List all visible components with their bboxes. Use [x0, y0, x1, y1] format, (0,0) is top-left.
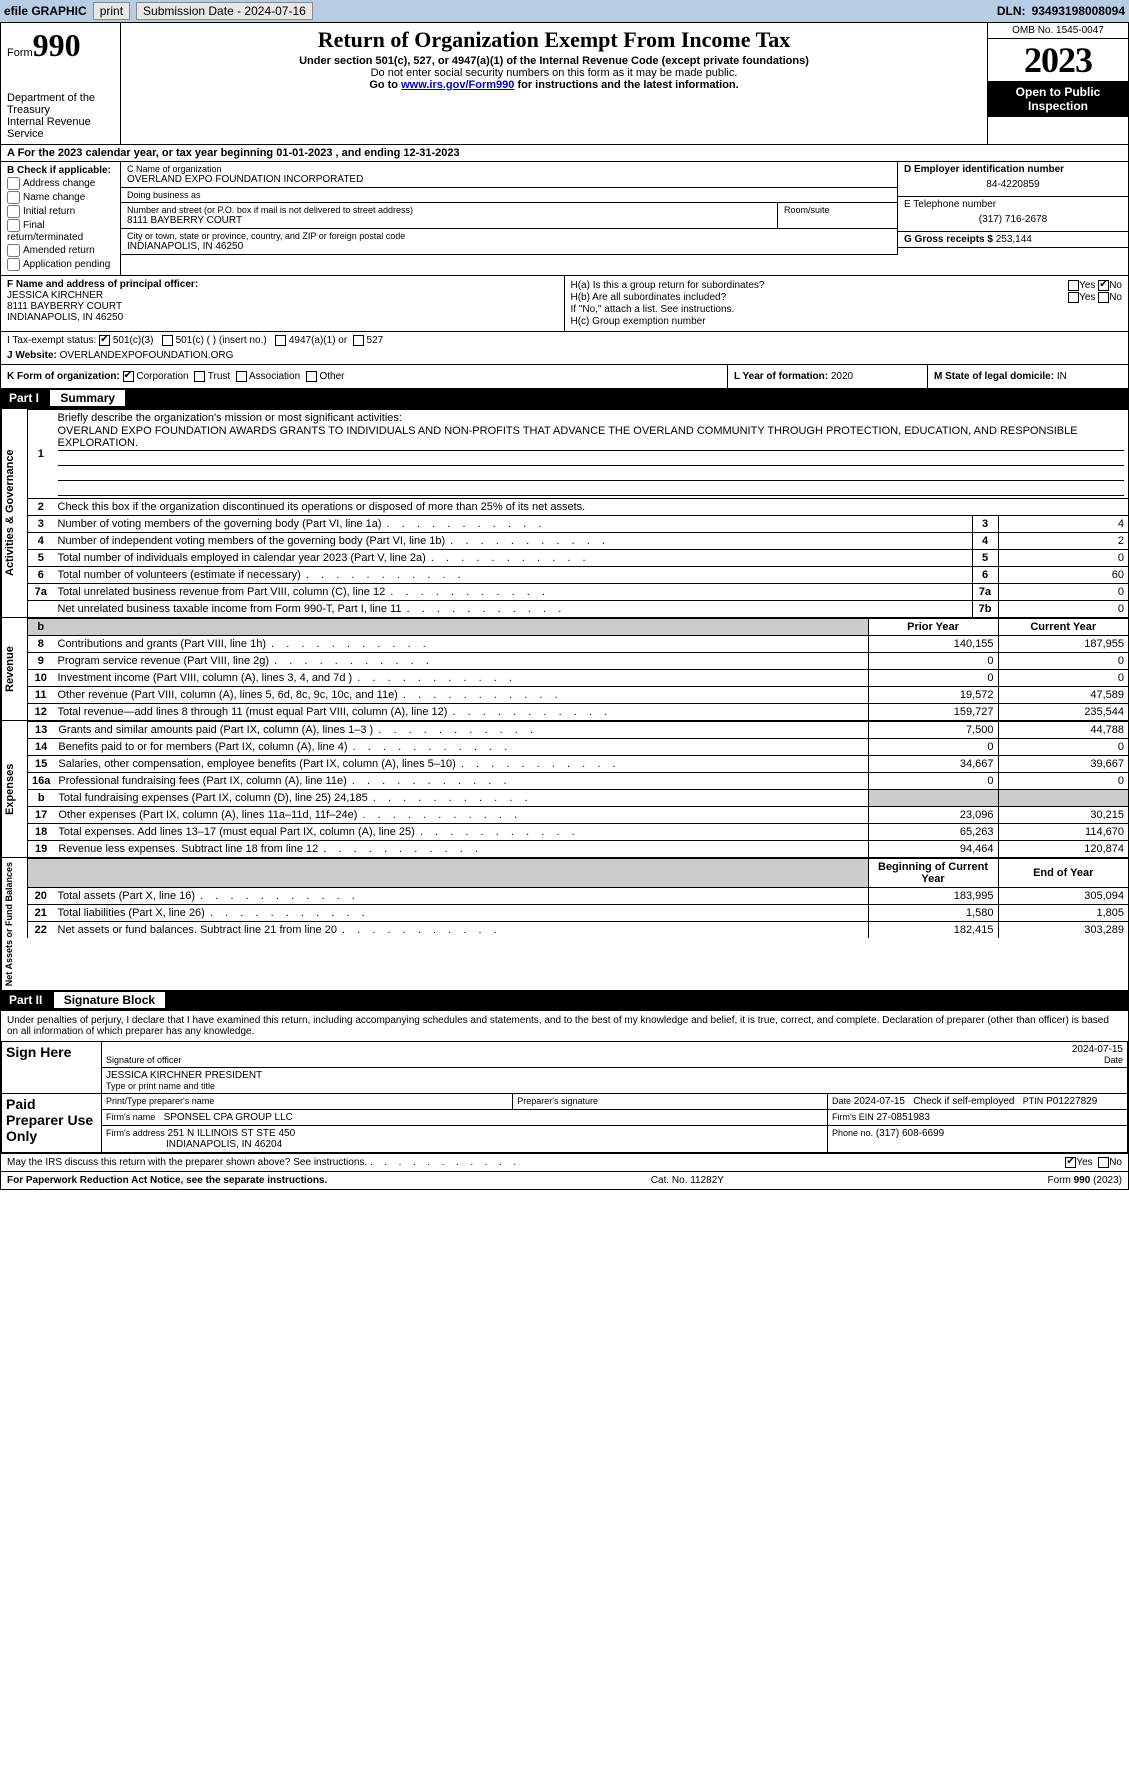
print-button[interactable]: print [93, 2, 130, 20]
submission-date-button[interactable]: Submission Date - 2024-07-16 [136, 2, 313, 20]
table-row: 8Contributions and grants (Part VIII, li… [28, 636, 1129, 653]
table-row: 5Total number of individuals employed in… [28, 550, 1129, 567]
chk-corp[interactable] [123, 371, 134, 382]
chk-name-change[interactable]: Name change [7, 191, 114, 204]
table-row: 11Other revenue (Part VIII, column (A), … [28, 687, 1129, 704]
table-row: 19Revenue less expenses. Subtract line 1… [28, 841, 1129, 858]
section-b: B Check if applicable: Address change Na… [1, 162, 121, 275]
table-row: 7aTotal unrelated business revenue from … [28, 584, 1129, 601]
table-row: 12Total revenue—add lines 8 through 11 (… [28, 704, 1129, 721]
telephone: (317) 716-2678 [904, 210, 1122, 229]
ein: 84-4220859 [904, 175, 1122, 194]
form-990: Form990 Department of the Treasury Inter… [0, 22, 1129, 1190]
efile-label: efile GRAPHIC [4, 4, 87, 18]
omb-number: OMB No. 1545-0047 [988, 23, 1128, 39]
chk-501c3[interactable] [99, 335, 110, 346]
officer-addr1: 8111 BAYBERRY COURT [7, 301, 558, 312]
form-number: 990 [33, 27, 81, 63]
part-2-header: Part II Signature Block [1, 990, 1128, 1010]
footer-mid: Cat. No. 11282Y [651, 1175, 724, 1186]
table-row: 6Total number of volunteers (estimate if… [28, 567, 1129, 584]
table-row: 20Total assets (Part X, line 16)183,9953… [28, 888, 1129, 905]
form-word: Form [7, 47, 33, 59]
chk-amended[interactable]: Amended return [7, 244, 114, 257]
table-row: 16aProfessional fundraising fees (Part I… [28, 773, 1129, 790]
table-row: 3Number of voting members of the governi… [28, 516, 1129, 533]
subtitle-1: Under section 501(c), 527, or 4947(a)(1)… [129, 55, 979, 67]
paid-preparer-label: Paid Preparer Use Only [2, 1094, 102, 1153]
street-address: 8111 BAYBERRY COURT [127, 215, 771, 226]
vlabel-expenses: Expenses [1, 721, 27, 857]
chk-final-return[interactable]: Final return/terminated [7, 219, 114, 243]
chk-discuss-no[interactable] [1098, 1157, 1109, 1168]
table-row: 18Total expenses. Add lines 13–17 (must … [28, 824, 1129, 841]
chk-hb-yes[interactable] [1068, 292, 1079, 303]
form-title: Return of Organization Exempt From Incom… [129, 27, 979, 53]
chk-discuss-yes[interactable] [1065, 1157, 1076, 1168]
chk-ha-no[interactable] [1098, 280, 1109, 291]
gross-receipts: 253,144 [996, 234, 1032, 245]
table-row: bTotal fundraising expenses (Part IX, co… [28, 790, 1129, 807]
table-row: 22Net assets or fund balances. Subtract … [28, 922, 1129, 939]
city-state-zip: INDIANAPOLIS, IN 46250 [127, 241, 891, 252]
vlabel-revenue: Revenue [1, 618, 27, 720]
row-a-tax-year: A For the 2023 calendar year, or tax yea… [1, 145, 1128, 162]
table-row: 10Investment income (Part VIII, column (… [28, 670, 1129, 687]
firm-name: SPONSEL CPA GROUP LLC [164, 1112, 293, 1123]
chk-address-change[interactable]: Address change [7, 177, 114, 190]
public-inspection: Open to Public Inspection [988, 81, 1128, 117]
chk-501c[interactable] [162, 335, 173, 346]
website: OVERLANDEXPOFOUNDATION.ORG [60, 350, 234, 361]
chk-app-pending[interactable]: Application pending [7, 258, 114, 271]
part-1-header: Part I Summary [1, 388, 1128, 408]
officer-addr2: INDIANAPOLIS, IN 46250 [7, 312, 558, 323]
table-row: Net unrelated business taxable income fr… [28, 601, 1129, 618]
state-domicile: IN [1057, 371, 1067, 382]
chk-assoc[interactable] [236, 371, 247, 382]
subtitle-2: Do not enter social security numbers on … [129, 67, 979, 79]
table-row: 21Total liabilities (Part X, line 26)1,5… [28, 905, 1129, 922]
table-row: 14Benefits paid to or for members (Part … [28, 739, 1129, 756]
ptin: P01227829 [1046, 1096, 1097, 1107]
footer-left: For Paperwork Reduction Act Notice, see … [7, 1175, 327, 1186]
dln-label: DLN: [997, 4, 1026, 18]
chk-other[interactable] [306, 371, 317, 382]
table-row: 13Grants and similar amounts paid (Part … [28, 722, 1129, 739]
firm-ein: 27-0851983 [877, 1112, 930, 1123]
chk-527[interactable] [353, 335, 364, 346]
dln-value: 93493198008094 [1032, 4, 1125, 18]
top-bar: efile GRAPHIC print Submission Date - 20… [0, 0, 1129, 22]
sign-here-label: Sign Here [2, 1042, 102, 1094]
firm-phone: (317) 608-6699 [876, 1128, 944, 1139]
vlabel-governance: Activities & Governance [1, 409, 27, 617]
chk-hb-no[interactable] [1098, 292, 1109, 303]
irs-link[interactable]: www.irs.gov/Form990 [401, 79, 514, 91]
irs-label: Internal Revenue Service [7, 116, 114, 140]
officer-signature: JESSICA KIRCHNER PRESIDENT [106, 1070, 1123, 1081]
org-name: OVERLAND EXPO FOUNDATION INCORPORATED [127, 174, 891, 185]
year-formation: 2020 [831, 371, 853, 382]
tax-year: 2023 [988, 39, 1128, 81]
firm-addr: 251 N ILLINOIS ST STE 450 [168, 1128, 296, 1139]
table-row: 17Other expenses (Part IX, column (A), l… [28, 807, 1129, 824]
footer-right: Form 990 (2023) [1048, 1175, 1122, 1186]
table-row: 4Number of independent voting members of… [28, 533, 1129, 550]
chk-ha-yes[interactable] [1068, 280, 1079, 291]
table-row: 9Program service revenue (Part VIII, lin… [28, 653, 1129, 670]
penalty-statement: Under penalties of perjury, I declare th… [1, 1010, 1128, 1041]
chk-4947[interactable] [275, 335, 286, 346]
officer-name: JESSICA KIRCHNER [7, 290, 558, 301]
mission-text: OVERLAND EXPO FOUNDATION AWARDS GRANTS T… [58, 424, 1125, 451]
treasury-dept: Department of the Treasury [7, 92, 114, 116]
table-row: 15Salaries, other compensation, employee… [28, 756, 1129, 773]
chk-initial-return[interactable]: Initial return [7, 205, 114, 218]
chk-trust[interactable] [194, 371, 205, 382]
vlabel-netassets: Net Assets or Fund Balances [1, 858, 27, 990]
